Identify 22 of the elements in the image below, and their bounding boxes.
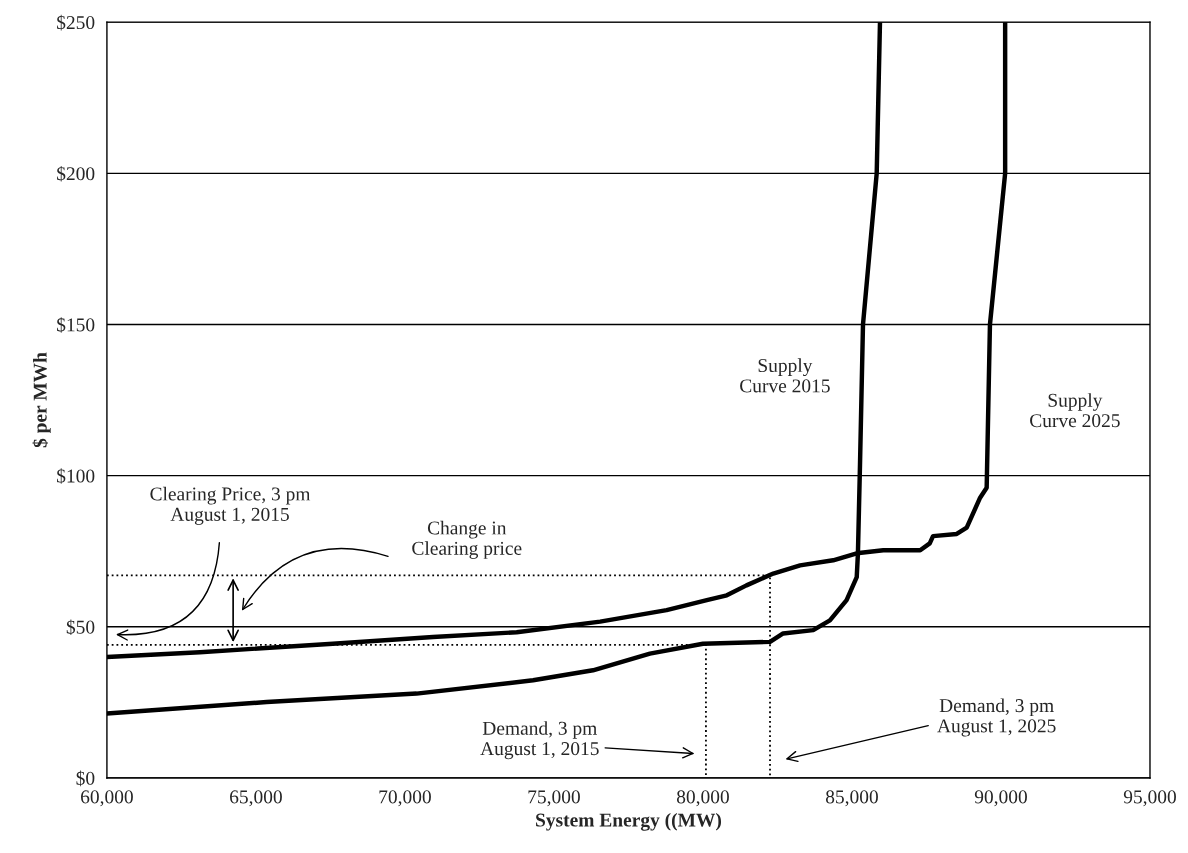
x-tick-label: 85,000	[825, 790, 878, 807]
x-tick-label: 60,000	[81, 790, 133, 807]
series-label: Supply Curve 2015	[740, 358, 830, 393]
y-axis-title: $ per MWh	[32, 352, 51, 448]
annotation: Change in Clearing price	[412, 520, 522, 559]
y-tick-label: $0	[76, 770, 95, 787]
y-tick-label: $200	[57, 166, 95, 182]
text: Supply Curve 2025	[1030, 393, 1120, 428]
annotation: Demand, 3 pm August 1, 2025	[937, 698, 1056, 737]
x-tick-label: 95,000	[1123, 790, 1176, 807]
x-tick-label: 65,000	[230, 790, 282, 807]
y-tick-label: $50	[66, 619, 95, 636]
annotation: Demand, 3 pm August 1, 2015	[480, 721, 599, 760]
y-tick-label: $150	[57, 317, 95, 333]
x-tick-label: 80,000	[676, 790, 729, 807]
x-axis-title: System Energy ((MW)	[536, 812, 722, 831]
y-tick-label: $250	[57, 14, 95, 31]
y-tick-label: $100	[57, 468, 95, 484]
x-tick-label: 90,000	[974, 790, 1027, 807]
annotation: Clearing Price, 3 pm August 1, 2015	[150, 486, 311, 525]
x-tick-label: 70,000	[379, 790, 431, 807]
x-tick-label: 75,000	[528, 790, 580, 807]
